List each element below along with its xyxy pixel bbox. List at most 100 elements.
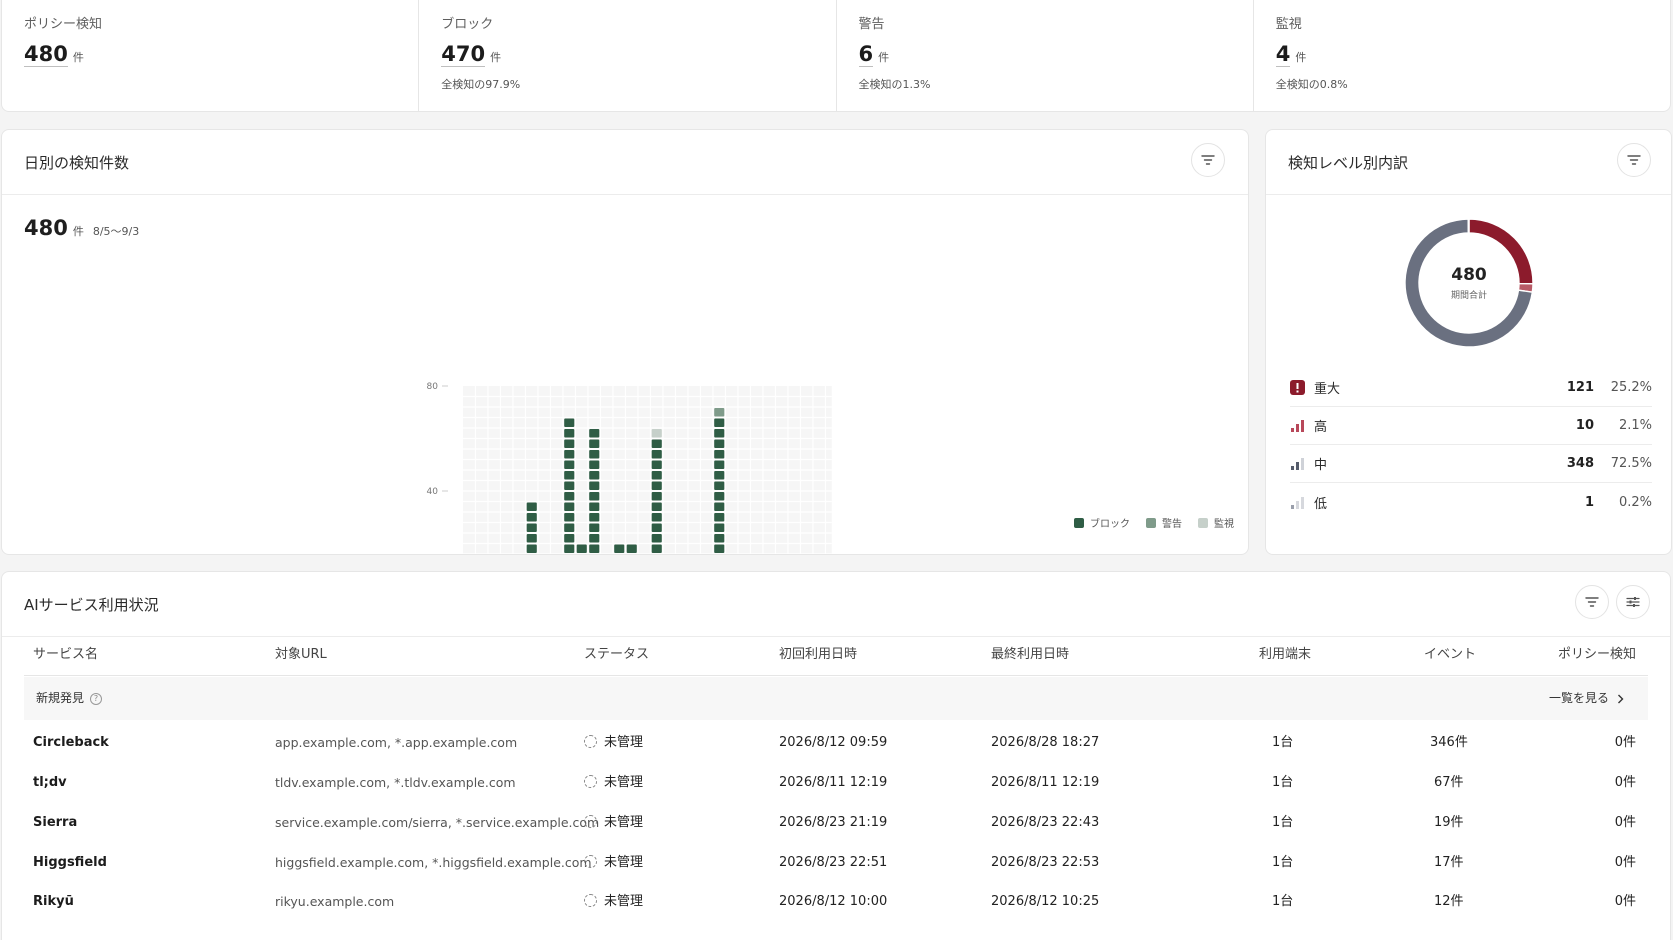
- daily-total: 480 件 8/5〜9/3: [24, 216, 139, 240]
- service-name[interactable]: Higgsfield: [33, 855, 107, 870]
- daily-date-range: 8/5〜9/3: [92, 225, 140, 238]
- help-icon[interactable]: ?: [90, 692, 103, 705]
- table-row[interactable]: Circleback app.example.com, *.app.exampl…: [24, 722, 1648, 761]
- bar-cell: [714, 534, 725, 543]
- service-name[interactable]: Sierra: [33, 815, 78, 830]
- service-name[interactable]: Rikyū: [33, 894, 74, 909]
- filter-icon: [1201, 155, 1215, 165]
- bar-cell: [714, 481, 725, 490]
- bar-cell: [651, 544, 662, 553]
- events: 17件: [1434, 855, 1464, 870]
- col-first-used[interactable]: 初回利用日時: [779, 647, 858, 662]
- kpi-value[interactable]: 470: [441, 42, 486, 68]
- daily-chart-title: 日別の検知件数: [24, 154, 130, 172]
- level-filter-button[interactable]: [1617, 143, 1651, 177]
- last-used: 2026/8/23 22:43: [991, 815, 1100, 830]
- status-text: 未管理: [604, 815, 644, 830]
- table-row[interactable]: Sierra service.example.com/sierra, *.ser…: [24, 802, 1648, 841]
- bar-cell: [589, 450, 600, 459]
- col-status[interactable]: ステータス: [584, 647, 650, 662]
- bar-cell: [714, 523, 725, 532]
- legend-swatch: [1198, 517, 1208, 528]
- table-row[interactable]: tl;dv tldv.example.com, *.tldv.example.c…: [24, 762, 1648, 801]
- table-row[interactable]: Higgsfield higgsfield.example.com, *.hig…: [24, 842, 1648, 881]
- col-target-url[interactable]: 対象URL: [275, 647, 327, 662]
- bar-cell: [651, 429, 662, 438]
- daily-filter-button[interactable]: [1191, 143, 1225, 177]
- bar-cell: [589, 481, 600, 490]
- detections: 0件: [1614, 775, 1636, 790]
- status-text: 未管理: [604, 735, 644, 750]
- table-row[interactable]: Rikyū rikyu.example.com 未管理 2026/8/12 10…: [24, 881, 1648, 920]
- legend-item-monitor[interactable]: 監視: [1198, 515, 1234, 530]
- service-name[interactable]: tl;dv: [33, 775, 67, 790]
- legend-label: 警告: [1162, 519, 1182, 530]
- bar-cell: [526, 534, 537, 543]
- donut-slice[interactable]: [1404, 218, 1534, 348]
- chart-legend: ブロック 警告 監視: [1074, 515, 1234, 530]
- bar-cell: [651, 450, 662, 459]
- divider: [1266, 194, 1671, 195]
- kpi-unit: 件: [490, 51, 502, 64]
- bar-cell: [589, 439, 600, 448]
- bar-cell: [651, 481, 662, 490]
- events: 12件: [1434, 894, 1464, 909]
- bar-cell: [714, 544, 725, 553]
- level-row-high[interactable]: 高 10 2.1%: [1290, 407, 1652, 445]
- last-used: 2026/8/28 18:27: [991, 735, 1100, 750]
- status-text: 未管理: [604, 775, 644, 790]
- service-url: higgsfield.example.com, *.higgsfield.exa…: [275, 855, 592, 870]
- bar-cell: [564, 481, 575, 490]
- legend-item-block[interactable]: ブロック: [1074, 515, 1130, 530]
- level-name: 低: [1314, 496, 1328, 512]
- kpi-label: 警告: [858, 17, 885, 32]
- level-count: 1: [1584, 494, 1594, 510]
- detections: 0件: [1614, 855, 1636, 870]
- donut-slice[interactable]: [1467, 218, 1470, 234]
- kpi-label: 監視: [1275, 17, 1302, 32]
- services-settings-button[interactable]: [1616, 585, 1650, 619]
- devices: 1台: [1272, 775, 1294, 790]
- kpi-value[interactable]: 4: [1275, 42, 1291, 68]
- level-count: 348: [1566, 456, 1594, 471]
- first-used: 2026/8/12 10:00: [779, 894, 888, 909]
- bar-cell: [589, 429, 600, 438]
- kpi-sub: 全検知の1.3%: [858, 78, 931, 92]
- col-service-name[interactable]: サービス名: [33, 647, 99, 662]
- level-row-medium[interactable]: 中 348 72.5%: [1290, 445, 1652, 483]
- kpi-value[interactable]: 6: [858, 42, 874, 68]
- level-row-critical[interactable]: 重大 121 25.2%: [1290, 369, 1652, 407]
- filter-icon: [1585, 597, 1599, 607]
- level-row-low[interactable]: 低 1 0.2%: [1290, 483, 1652, 521]
- section-label-text: 新規発見: [36, 691, 85, 705]
- status-cell: 未管理: [584, 722, 643, 764]
- legend-item-warning[interactable]: 警告: [1146, 515, 1182, 530]
- bar-cell: [626, 544, 637, 553]
- bar-cell: [576, 544, 587, 553]
- col-devices[interactable]: 利用端末: [1259, 647, 1312, 662]
- signal-medium-icon: [1290, 456, 1305, 471]
- col-last-used[interactable]: 最終利用日時: [991, 647, 1070, 662]
- service-name[interactable]: Circleback: [33, 735, 109, 750]
- unmanaged-status-icon: [584, 855, 597, 868]
- unmanaged-status-icon: [584, 815, 597, 828]
- devices: 1台: [1272, 735, 1294, 750]
- bar-cell: [714, 492, 725, 501]
- events: 346件: [1430, 735, 1468, 750]
- bar-cell: [589, 513, 600, 522]
- col-policy-detections[interactable]: ポリシー検知: [1557, 647, 1636, 662]
- first-used: 2026/8/23 21:19: [779, 815, 888, 830]
- bar-cell: [651, 460, 662, 469]
- col-events[interactable]: イベント: [1424, 647, 1477, 662]
- level-percent: 2.1%: [1618, 418, 1652, 433]
- view-all-label: 一覧を見る: [1548, 691, 1609, 705]
- legend-label: ブロック: [1090, 519, 1130, 530]
- devices: 1台: [1272, 815, 1294, 830]
- kpi-value[interactable]: 480: [24, 42, 68, 68]
- services-filter-button[interactable]: [1575, 585, 1609, 619]
- view-all-link[interactable]: 一覧を見る: [1549, 677, 1624, 720]
- level-donut-chart: [1404, 218, 1534, 348]
- bar-cell: [589, 471, 600, 480]
